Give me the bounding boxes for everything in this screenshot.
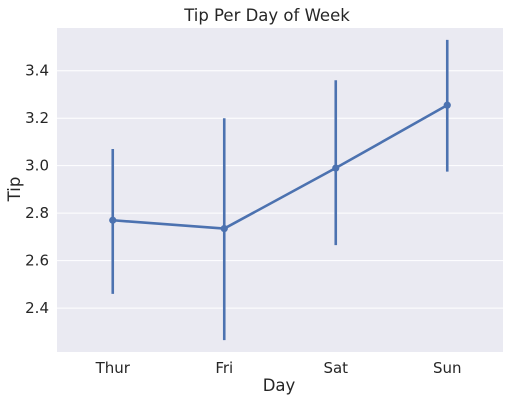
x-axis-title: Day: [263, 376, 296, 395]
data-point: [109, 216, 117, 224]
series-line: [112, 104, 448, 230]
y-tick-label: 3.0: [25, 157, 49, 175]
grid-lines: [57, 70, 503, 309]
data-point: [443, 101, 451, 109]
series-line-group: [112, 104, 448, 230]
x-tick-label: Fri: [215, 359, 233, 377]
y-tick-label: 2.8: [25, 204, 49, 222]
x-tick-label: Sun: [433, 359, 462, 377]
data-point: [332, 164, 340, 172]
chart-title: Tip Per Day of Week: [183, 6, 350, 25]
data-point: [220, 224, 228, 233]
plot-background: [57, 28, 503, 352]
x-tick-labels: Thur Fri Sat Sun: [95, 359, 462, 377]
y-tick-label: 2.6: [25, 252, 49, 270]
data-points: [109, 101, 451, 233]
y-tick-labels: 2.4 2.6 2.8 3.0 3.2 3.4: [25, 62, 49, 317]
x-tick-label: Thur: [95, 359, 131, 377]
y-tick-label: 3.4: [25, 62, 49, 80]
y-tick-label: 2.4: [25, 299, 49, 317]
y-tick-label: 3.2: [25, 109, 49, 127]
x-tick-label: Sat: [323, 359, 348, 377]
y-axis-title: Tip: [5, 177, 24, 203]
